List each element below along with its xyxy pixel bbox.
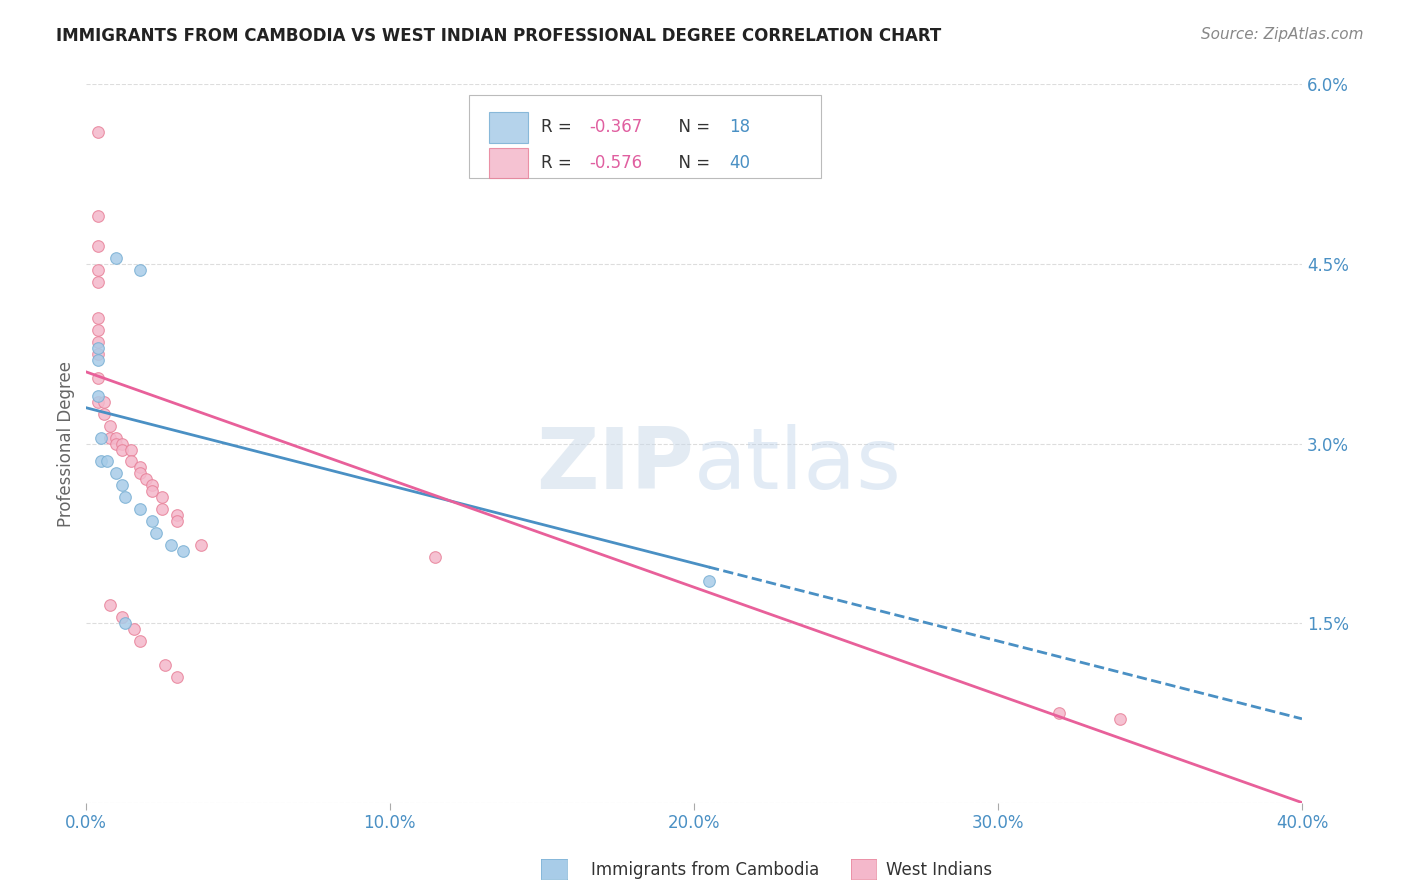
Point — [105, 467, 128, 481]
Y-axis label: Professional Degree: Professional Degree — [58, 360, 75, 526]
Point — [93, 407, 115, 421]
Text: N =: N = — [668, 119, 716, 136]
Text: Source: ZipAtlas.com: Source: ZipAtlas.com — [1201, 27, 1364, 42]
Point — [87, 263, 110, 277]
Point — [141, 484, 163, 499]
Point — [697, 574, 720, 589]
Point — [90, 454, 112, 468]
FancyBboxPatch shape — [489, 112, 529, 143]
Point — [129, 263, 152, 277]
Point — [111, 442, 134, 457]
Point — [105, 251, 128, 265]
Text: -0.367: -0.367 — [589, 119, 643, 136]
Point — [129, 502, 152, 516]
Point — [153, 657, 176, 672]
Point — [159, 538, 181, 552]
Point — [114, 615, 136, 630]
Point — [141, 478, 163, 492]
Text: 40: 40 — [730, 154, 749, 172]
Point — [87, 347, 110, 361]
Point — [166, 514, 188, 528]
Point — [120, 442, 142, 457]
FancyBboxPatch shape — [489, 148, 529, 178]
Point — [1047, 706, 1070, 720]
Point — [98, 598, 121, 612]
Point — [90, 431, 112, 445]
Point — [105, 431, 128, 445]
Point — [166, 508, 188, 523]
Point — [87, 370, 110, 384]
Text: R =: R = — [540, 154, 576, 172]
Point — [111, 610, 134, 624]
Point — [145, 526, 167, 541]
Point — [93, 394, 115, 409]
Point — [87, 125, 110, 139]
Point — [111, 478, 134, 492]
Point — [87, 334, 110, 349]
Text: atlas: atlas — [693, 424, 901, 507]
Text: West Indians: West Indians — [886, 861, 991, 879]
Point — [87, 275, 110, 289]
Point — [129, 460, 152, 475]
Point — [190, 538, 212, 552]
FancyBboxPatch shape — [468, 95, 821, 178]
Text: R =: R = — [540, 119, 576, 136]
Text: -0.576: -0.576 — [589, 154, 643, 172]
Point — [98, 418, 121, 433]
Text: Immigrants from Cambodia: Immigrants from Cambodia — [591, 861, 818, 879]
Text: IMMIGRANTS FROM CAMBODIA VS WEST INDIAN PROFESSIONAL DEGREE CORRELATION CHART: IMMIGRANTS FROM CAMBODIA VS WEST INDIAN … — [56, 27, 942, 45]
Point — [129, 467, 152, 481]
Point — [87, 323, 110, 337]
Point — [122, 622, 145, 636]
Text: 18: 18 — [730, 119, 751, 136]
Point — [96, 454, 118, 468]
Point — [87, 389, 110, 403]
Point — [87, 209, 110, 223]
Point — [141, 514, 163, 528]
Point — [150, 491, 173, 505]
Point — [105, 436, 128, 450]
Point — [98, 431, 121, 445]
Point — [129, 634, 152, 648]
Point — [87, 394, 110, 409]
Point — [87, 239, 110, 253]
Text: N =: N = — [668, 154, 716, 172]
Point — [111, 436, 134, 450]
Point — [135, 472, 157, 486]
Point — [425, 550, 447, 565]
Point — [114, 491, 136, 505]
Point — [87, 341, 110, 355]
Point — [1108, 712, 1130, 726]
Point — [166, 670, 188, 684]
Point — [87, 352, 110, 367]
Point — [120, 454, 142, 468]
Point — [172, 544, 194, 558]
Text: ZIP: ZIP — [536, 424, 693, 507]
Point — [87, 310, 110, 325]
Point — [150, 502, 173, 516]
